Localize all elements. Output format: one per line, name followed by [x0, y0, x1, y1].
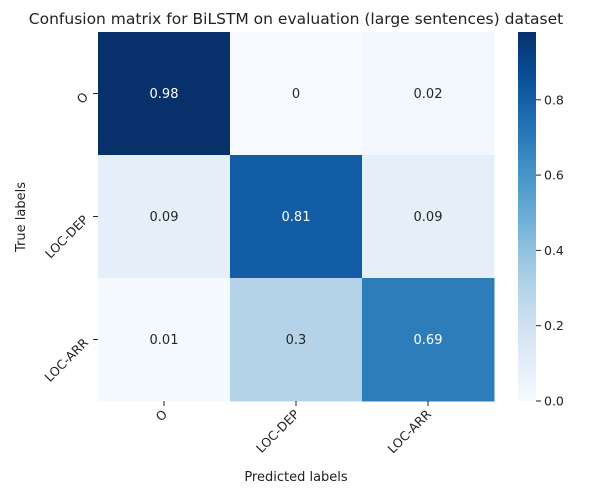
cell-value-label: 0.02: [414, 87, 443, 102]
heatmap-cell: [230, 278, 363, 402]
cell-value-label: 0.81: [282, 210, 311, 225]
heatmap-cells: [98, 32, 495, 402]
x-tick-label: O: [153, 406, 171, 424]
heatmap-cell: [98, 32, 231, 156]
x-tick-label: LOC-DEP: [253, 406, 303, 456]
cell-value-label: 0.09: [414, 210, 443, 225]
chart-title: Confusion matrix for BiLSTM on evaluatio…: [29, 10, 563, 28]
cell-value-label: 0: [292, 87, 300, 102]
y-axis-ticks: O LOC-DEP LOC-ARR: [41, 89, 98, 385]
x-tick-label: LOC-ARR: [384, 406, 434, 456]
heatmap-cell: [362, 32, 495, 156]
colorbar-tick-label: 0.4: [544, 243, 564, 258]
colorbar-tick-label: 0.0: [544, 394, 564, 409]
heatmap-cell: [230, 32, 363, 156]
heatmap-cell: [230, 155, 363, 279]
cell-value-label: 0.69: [414, 333, 443, 348]
heatmap-cell: [98, 278, 231, 402]
cell-value-label: 0.01: [150, 333, 179, 348]
y-tick-label: LOC-ARR: [41, 335, 91, 385]
colorbar-tick-label: 0.2: [544, 318, 564, 333]
heatmap-cell: [362, 155, 495, 279]
heatmap-cell: [362, 278, 495, 402]
colorbar-tick-label: 0.8: [544, 92, 564, 107]
colorbar: [518, 32, 536, 401]
colorbar-tick-label: 0.6: [544, 168, 564, 183]
colorbar-ticks: 0.0 0.2 0.4 0.6 0.8: [536, 92, 564, 409]
heatmap-cell-labels: 0.98 0 0.02 0.09 0.81 0.09 0.01 0.3 0.69: [150, 87, 443, 348]
cell-value-label: 0.09: [150, 210, 179, 225]
cell-value-label: 0.3: [286, 333, 307, 348]
x-axis-ticks: O LOC-DEP LOC-ARR: [153, 401, 434, 456]
y-tick-label: O: [74, 89, 92, 107]
cell-value-label: 0.98: [150, 87, 179, 102]
y-tick-label: LOC-DEP: [42, 212, 92, 262]
heatmap-cell: [98, 155, 231, 279]
x-axis-label: Predicted labels: [244, 470, 348, 485]
y-axis-label: True labels: [14, 182, 29, 253]
